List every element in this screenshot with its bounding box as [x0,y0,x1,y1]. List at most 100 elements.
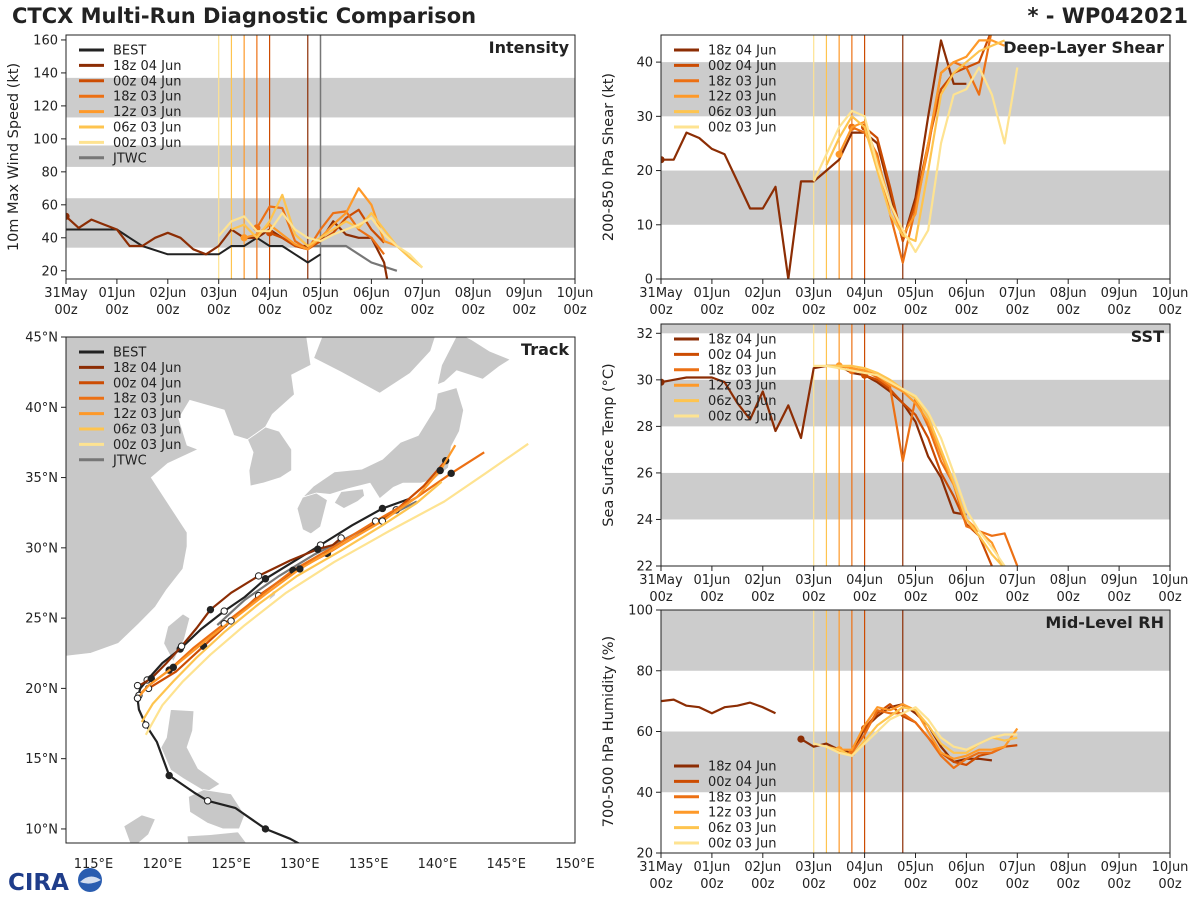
track-point-best [203,797,212,805]
intensity-xtick-label: 07Jun [404,286,441,301]
track-legend-label-00z-03-jun: 00z 03 Jun [113,438,182,453]
land-kyushu [296,492,328,535]
intensity-xtick-label: 31May [44,286,88,301]
intensity-legend-label-00z-03-jun: 00z 03 Jun [113,136,182,151]
track-point-12z-03-jun [227,617,235,625]
sst-point-18z-04-jun-0 [661,378,665,386]
shear-band-1 [661,62,1170,117]
intensity-xtick-label: 00z [54,303,78,318]
track-frame [65,336,576,844]
track-point-best [378,504,387,513]
intensity-series-best-0 [66,228,322,264]
intensity-xtick-label: 00z [156,303,180,318]
intensity-xtick-label: 09Jun [506,286,543,301]
intensity-ytick-label: 140 [33,66,58,81]
shear-legend-label-00z-03-jun: 00z 03 Jun [708,121,777,136]
rh-ytick-label: 60 [636,725,653,740]
intensity-legend-label-18z-04-jun: 18z 04 Jun [113,59,182,74]
shear-xtick-label: 06Jun [948,286,985,301]
land-visayas [187,789,246,830]
intensity-legend-label-12z-03-jun: 12z 03 Jun [113,105,182,120]
panel-sst: 22 24 26 28 30 32 Sea Surface Temp (°C) 31May 00… [601,323,1188,605]
rh-series-18z-04-jun-1 [800,703,993,764]
rh-xtick-label: 04Jun [846,860,883,875]
sst-xtick-label: 00z [649,590,673,605]
land-palawan [123,814,156,843]
track-series-12z-03-jun [136,444,457,699]
intensity-xtick-label: 00z [512,303,536,318]
intensity-series-jtwc-1 [307,244,398,272]
shear-legend-label-06z-03-jun: 06z 03 Jun [708,105,777,120]
land-taiwan [163,613,191,663]
track-point-18z-04-jun [206,605,215,614]
sst-xtick-label: 00z [751,590,775,605]
track-point-best [261,575,270,583]
intensity-xtick-label: 08Jun [455,286,492,301]
rh-xtick-label: 00z [751,877,775,892]
track-legend-label-12z-03-jun: 12z 03 Jun [113,407,182,422]
land-luzon [160,709,221,793]
sst-legend-label-00z-03-jun: 00z 03 Jun [708,410,777,425]
shear-xtick-label: 01Jun [693,286,730,301]
land-hokkaido [436,337,512,386]
sst-xtick-label: 04Jun [846,573,883,588]
sst-xtick-label: 08Jun [1050,573,1087,588]
track-point-12z-03-jun [133,694,142,702]
cira-logo-text: CIRA [8,870,69,896]
sst-series-00z-03-jun-5 [813,364,1006,566]
rh-title: Mid-Level RH [1045,613,1164,632]
shear-xtick-label: 00z [853,303,877,318]
land-shikoku [333,488,365,509]
rh-xtick-label: 01Jun [693,860,730,875]
sst-ytick-label: 32 [636,327,653,342]
rh-xtick-label: 00z [1158,877,1182,892]
intensity-xtick-label: 03Jun [200,286,237,301]
sst-legend-label-00z-04-jun: 00z 04 Jun [708,348,777,363]
panel-track: 115°E 120°E 125°E 130°E 135°E 140°E 145°E 150°E… [25,331,595,873]
rh-band-0 [661,731,1170,793]
shear-xtick-label: 00z [649,303,673,318]
sst-ylabel: Sea Surface Temp (°C) [601,363,617,526]
shear-series-00z-03-jun-5 [812,66,1019,253]
track-xtick-label: 130°E [280,857,320,872]
sst-ytick-label: 28 [636,420,653,435]
figure-title: CTCX Multi-Run Diagnostic Comparison [12,4,477,28]
sst-ytick-label: 22 [636,560,653,575]
rh-xtick-label: 05Jun [897,860,934,875]
shear-ytick-label: 30 [636,110,653,125]
sst-xtick-label: 00z [1006,590,1030,605]
track-point-18z-04-jun [147,674,155,683]
rh-xtick-label: 09Jun [1101,860,1138,875]
rh-series-18z-04-jun-0 [661,698,776,715]
intensity-ytick-label: 40 [41,231,58,246]
rh-xtick-label: 00z [649,877,673,892]
intensity-xtick-label: 06Jun [353,286,390,301]
sst-xtick-label: 00z [853,590,877,605]
intensity-series-06z-03-jun-6 [231,193,423,269]
rh-xtick-label: 31May [639,860,683,875]
intensity-xtick-label: 00z [309,303,333,318]
rh-ytick-label: 100 [628,604,653,619]
rh-ytick-label: 20 [636,847,653,862]
shear-xtick-label: 00z [955,303,979,318]
intensity-ytick-label: 120 [33,99,58,114]
rh-legend-label-18z-04-jun: 18z 04 Jun [708,760,777,775]
track-point-best [308,847,314,853]
rh-xtick-label: 06Jun [948,860,985,875]
intensity-xtick-label: 00z [360,303,384,318]
track-legend-label-00z-04-jun: 00z 04 Jun [113,376,182,391]
panel-rh: 20 40 60 80 100 700-500 hPa Humidity (%) 31May… [601,604,1188,893]
track-xtick-label: 135°E [349,857,389,872]
sst-ytick-label: 30 [636,373,653,388]
rh-legend-label-18z-03-jun: 18z 03 Jun [708,790,777,805]
sst-legend-label-18z-03-jun: 18z 03 Jun [708,363,777,378]
shear-xtick-label: 04Jun [846,286,883,301]
sst-xtick-label: 06Jun [948,573,985,588]
sst-xtick-label: 00z [802,590,826,605]
intensity-legend-label-00z-04-jun: 00z 04 Jun [113,74,182,89]
shear-ytick-label: 0 [645,273,653,288]
rh-ylabel: 700-500 hPa Humidity (%) [601,636,617,827]
track-point-best [142,721,150,729]
shear-point-18z-04-jun-0 [661,156,665,164]
shear-xtick-label: 00z [751,303,775,318]
